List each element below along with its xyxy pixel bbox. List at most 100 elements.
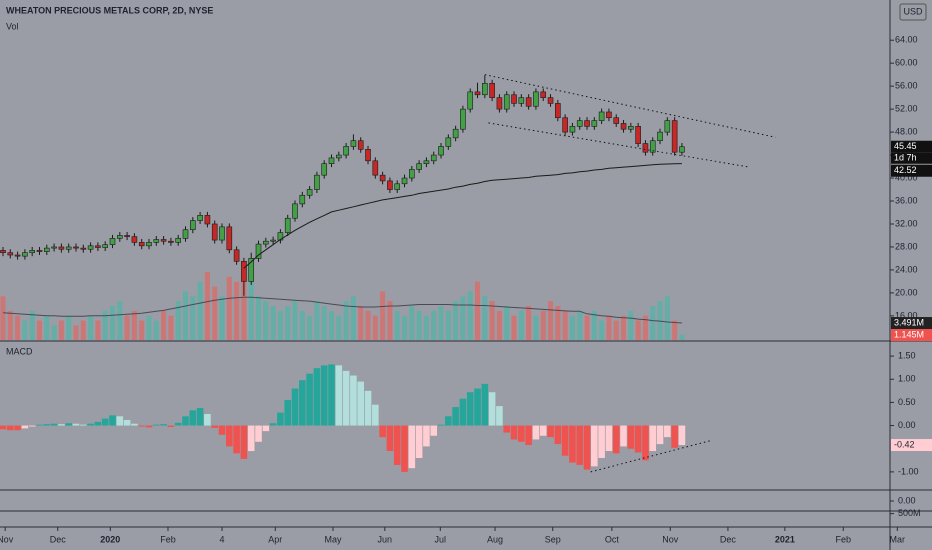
macd-bar	[649, 425, 657, 452]
volume-bar	[453, 301, 459, 340]
volume-bar	[467, 291, 473, 340]
candle-body	[474, 91, 481, 96]
macd-bar	[452, 407, 459, 426]
moving-average-line	[243, 163, 682, 269]
candle-body	[576, 120, 583, 127]
volume-bar	[153, 320, 159, 340]
macd-bar	[539, 425, 547, 436]
candle-body	[635, 126, 641, 144]
candle-body	[43, 247, 50, 252]
x-tick-label: 4	[219, 534, 224, 544]
macd-bar	[226, 425, 233, 447]
macd-bar	[182, 416, 189, 426]
macd-bar	[87, 423, 94, 426]
currency-box[interactable]	[899, 3, 927, 21]
volume-bar	[642, 315, 648, 340]
macd-bar	[65, 423, 72, 426]
candle-body	[438, 146, 444, 156]
volume-bar	[256, 296, 262, 340]
macd-bar	[36, 424, 43, 426]
candle-body	[555, 103, 561, 119]
volume-bar	[664, 296, 670, 340]
macd-bar	[364, 390, 372, 426]
macd-bar	[313, 368, 321, 426]
volume-bar	[285, 306, 291, 340]
candle-body	[350, 140, 357, 147]
candle-body	[649, 140, 656, 153]
candle-body	[671, 120, 678, 153]
volume-bar	[489, 301, 495, 340]
volume-bar	[219, 296, 225, 340]
candle-body	[87, 245, 94, 250]
candle-body	[489, 82, 495, 98]
macd-bar	[496, 406, 503, 426]
candle-body	[628, 126, 634, 130]
candle-body	[102, 244, 108, 248]
volume-bar	[657, 301, 663, 340]
macd-bar	[372, 404, 379, 426]
y-tick-label: 64.00	[895, 35, 918, 45]
volume-bar	[511, 315, 517, 340]
candle-body	[533, 91, 539, 107]
candle-body	[598, 111, 605, 121]
candle-body	[416, 163, 422, 170]
volume-bar	[555, 306, 561, 340]
candle-body	[109, 238, 116, 245]
macd-bar	[262, 425, 270, 432]
candle-body	[182, 229, 189, 239]
macd-bar	[196, 407, 204, 426]
candle-body	[29, 250, 35, 254]
macd-bar	[503, 425, 511, 433]
candle-body	[190, 220, 196, 231]
volume-bar	[161, 310, 167, 340]
volume-bar	[621, 315, 627, 340]
countdown: 1d 7h	[894, 153, 917, 163]
volume-bar	[584, 315, 590, 340]
x-tick-label: Nov	[662, 534, 679, 544]
volume-ma-line	[2, 296, 682, 324]
volume-bar	[504, 306, 510, 340]
macd-bar	[532, 425, 540, 440]
macd-bar	[320, 365, 328, 426]
candle-body	[657, 131, 663, 142]
volume-bar	[131, 310, 137, 340]
x-tick-label: Mar	[890, 534, 906, 544]
volume-bar	[66, 315, 72, 340]
volume-bar	[183, 291, 189, 340]
macd-bar	[28, 425, 36, 427]
macd-bar	[335, 365, 343, 426]
macd-bar	[656, 425, 664, 445]
candle-body	[204, 215, 211, 225]
macd-bar	[131, 423, 138, 426]
macd-bar	[583, 425, 591, 470]
y-tick-label: 1.50	[898, 350, 916, 360]
volume-bar	[475, 281, 481, 340]
volume-bar	[58, 320, 64, 340]
y-tick-label: 52.00	[895, 103, 918, 113]
candle-body	[365, 149, 371, 162]
volume-ma-label: 3.491M	[894, 317, 924, 327]
candle-body	[160, 239, 167, 242]
macd-bar	[123, 420, 131, 426]
macd-bar	[620, 425, 627, 447]
volume-bar	[372, 315, 378, 340]
candle-body	[511, 94, 517, 104]
y-tick-label: 32.00	[895, 218, 918, 228]
candle-body	[58, 246, 65, 250]
volume-bar	[241, 262, 247, 340]
macd-bar	[240, 425, 248, 459]
x-tick-label: Sep	[545, 534, 561, 544]
macd-bar	[79, 424, 87, 426]
candle-body	[65, 246, 72, 250]
volume-bar	[460, 296, 466, 340]
currency[interactable]: USD	[903, 6, 923, 16]
candle-body	[314, 174, 320, 190]
macd-bar	[408, 425, 416, 469]
candle-body	[584, 120, 590, 127]
candle-body	[460, 108, 466, 130]
macd-bar	[6, 425, 14, 431]
macd-bar	[204, 413, 211, 426]
candle-body	[679, 146, 685, 153]
x-tick-label: Nov	[0, 534, 14, 544]
volume-bar	[117, 301, 123, 340]
